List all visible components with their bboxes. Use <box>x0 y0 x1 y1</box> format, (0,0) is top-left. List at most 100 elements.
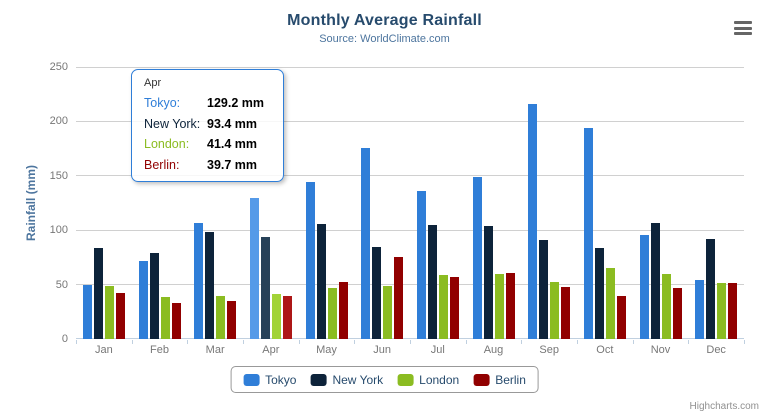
chart-title: Monthly Average Rainfall <box>287 12 482 29</box>
bar-new-york-oct[interactable] <box>595 248 604 339</box>
tooltip-series-name: London: <box>144 137 190 151</box>
bar-tokyo-jul[interactable] <box>417 191 426 339</box>
bar-london-aug[interactable] <box>495 274 504 339</box>
hamburger-menu-icon <box>734 21 752 35</box>
x-axis-tick <box>76 340 77 344</box>
tooltip: Apr Tokyo: 129.2 mm New York: 93.4 mm London… <box>131 69 284 182</box>
tooltip-row: Berlin: 39.7 mm <box>144 155 271 176</box>
tooltip-series-name: Berlin: <box>144 157 180 172</box>
bar-tokyo-jan[interactable] <box>83 285 92 339</box>
x-axis-tick <box>688 340 690 344</box>
bar-new-york-mar[interactable] <box>205 232 214 339</box>
bar-london-sep[interactable] <box>550 282 559 339</box>
tooltip-row: Tokyo: 129.2 mm <box>144 93 271 114</box>
gridline <box>76 66 744 68</box>
bar-tokyo-feb[interactable] <box>139 261 148 339</box>
bar-london-oct[interactable] <box>606 268 615 339</box>
tooltip-series-name: Tokyo: <box>144 96 181 110</box>
bar-london-mar[interactable] <box>216 296 225 339</box>
legend-label: Berlin <box>495 372 526 387</box>
bar-tokyo-nov[interactable] <box>640 235 649 339</box>
tooltip-header: Apr <box>144 77 162 89</box>
bar-london-feb[interactable] <box>161 297 170 339</box>
y-axis-label: 150 <box>49 169 68 182</box>
bar-tokyo-apr[interactable] <box>250 198 259 339</box>
x-axis-tick <box>187 340 189 344</box>
x-axis-tick <box>298 340 300 344</box>
tooltip-row: New York: 93.4 mm <box>144 114 271 135</box>
legend-item-new-york[interactable]: New York <box>310 373 383 387</box>
x-axis-line <box>76 338 744 339</box>
bar-berlin-sep[interactable] <box>561 287 570 339</box>
x-axis-tick <box>521 340 523 344</box>
bar-tokyo-aug[interactable] <box>473 177 482 339</box>
bar-new-york-jun[interactable] <box>372 247 381 339</box>
x-axis-label: Mar <box>205 344 225 356</box>
bar-new-york-jan[interactable] <box>94 248 103 339</box>
legend-item-tokyo[interactable]: Tokyo <box>243 373 296 387</box>
x-axis-label: Feb <box>150 344 169 356</box>
x-axis-label: Jun <box>373 344 392 356</box>
x-axis-tick <box>354 340 356 344</box>
legend: Tokyo New York London Berlin <box>230 366 539 393</box>
tooltip-series-name: New York: <box>144 116 201 131</box>
bar-tokyo-jun[interactable] <box>361 148 370 339</box>
bar-berlin-apr[interactable] <box>283 296 292 339</box>
bar-new-york-jul[interactable] <box>428 225 437 339</box>
x-axis-tick <box>410 340 411 344</box>
bar-london-dec[interactable] <box>717 283 726 339</box>
bar-berlin-jul[interactable] <box>450 277 459 339</box>
bar-new-york-aug[interactable] <box>484 226 493 339</box>
bar-london-may[interactable] <box>328 288 337 339</box>
bar-berlin-mar[interactable] <box>227 301 236 339</box>
bar-tokyo-sep[interactable] <box>528 104 537 339</box>
bar-berlin-jan[interactable] <box>116 293 125 339</box>
legend-swatch-icon <box>310 373 327 386</box>
bar-london-apr[interactable] <box>272 294 281 339</box>
bar-berlin-may[interactable] <box>339 282 348 339</box>
y-axis-label: 100 <box>49 224 68 237</box>
bar-london-jun[interactable] <box>383 286 392 339</box>
plot-area <box>76 66 744 339</box>
y-axis-label: 50 <box>55 278 68 291</box>
x-axis-label: Aug <box>483 344 504 356</box>
bar-new-york-nov[interactable] <box>651 223 660 339</box>
legend-label: New York <box>332 372 384 387</box>
bar-tokyo-may[interactable] <box>306 182 315 339</box>
bar-tokyo-mar[interactable] <box>194 223 203 339</box>
tooltip-rows: Tokyo: 129.2 mm New York: 93.4 mm London: 41.… <box>144 93 271 175</box>
legend-item-london[interactable]: London <box>397 373 459 387</box>
gridline <box>76 229 744 231</box>
bar-new-york-feb[interactable] <box>150 253 159 339</box>
x-axis-tick <box>577 340 578 344</box>
bar-london-jan[interactable] <box>105 286 114 339</box>
tooltip-series-value: 41.4 mm <box>207 137 258 151</box>
bar-london-nov[interactable] <box>662 274 671 339</box>
bar-berlin-dec[interactable] <box>728 283 737 339</box>
bar-tokyo-dec[interactable] <box>695 280 704 339</box>
x-axis-label: Jul <box>430 344 445 356</box>
x-axis-label: Nov <box>650 344 671 356</box>
legend-label: Tokyo <box>265 372 297 387</box>
x-axis-label: Apr <box>262 344 280 356</box>
bar-new-york-dec[interactable] <box>706 239 715 339</box>
bar-berlin-oct[interactable] <box>617 296 626 339</box>
legend-item-berlin[interactable]: Berlin <box>473 373 526 387</box>
bar-new-york-may[interactable] <box>317 224 326 339</box>
gridline <box>76 175 744 177</box>
bar-berlin-aug[interactable] <box>506 273 515 339</box>
tooltip-series-value: 129.2 mm <box>207 96 264 110</box>
highcharts-credit[interactable]: Highcharts.com <box>689 401 759 412</box>
chart-subtitle: Source: WorldClimate.com <box>319 33 450 45</box>
bar-new-york-sep[interactable] <box>539 240 548 339</box>
bar-berlin-feb[interactable] <box>172 303 181 339</box>
bar-berlin-jun[interactable] <box>394 257 403 339</box>
export-menu-button[interactable] <box>731 19 755 39</box>
bar-berlin-nov[interactable] <box>673 288 682 339</box>
bar-tokyo-oct[interactable] <box>584 128 593 339</box>
bar-london-jul[interactable] <box>439 275 448 339</box>
bar-new-york-apr[interactable] <box>261 237 270 339</box>
x-axis-tick <box>744 340 745 344</box>
x-axis-tick <box>465 340 467 344</box>
